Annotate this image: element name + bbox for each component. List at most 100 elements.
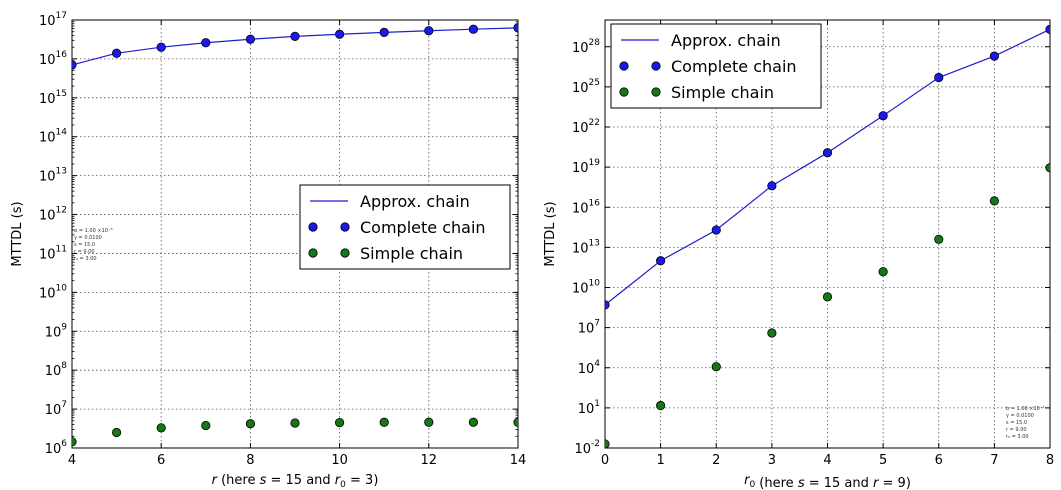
axes-frame — [71, 19, 519, 449]
x-tick-label: 5 — [879, 453, 887, 468]
y-tick-label: 108 — [45, 361, 68, 379]
point-simple — [989, 196, 999, 206]
legend-box — [299, 184, 511, 270]
point-simple — [334, 417, 345, 428]
legend-label: Complete chain — [671, 57, 797, 76]
y-tick-label: 104 — [578, 359, 601, 377]
point-complete — [822, 148, 833, 158]
y-tick-label: 109 — [45, 322, 68, 340]
point-complete — [379, 27, 389, 38]
x-tick-label: 8 — [246, 453, 254, 468]
point-complete — [1045, 24, 1050, 34]
legend-label: Simple chain — [360, 244, 463, 263]
legend-swatch — [619, 61, 629, 71]
y-tick-label: 1028 — [572, 38, 600, 56]
axes-frame — [604, 19, 1051, 449]
y-tick-label: 1010 — [39, 283, 67, 301]
x-tick-label: 12 — [421, 453, 438, 468]
point-complete — [290, 31, 300, 41]
x-tick-label: 1 — [656, 453, 664, 468]
legend: Approx. chain Complete chain Simple chain — [610, 23, 822, 109]
point-simple — [711, 362, 721, 372]
chart-panel-2: 0 1 2 3 4 5 6 7 8 10-2 101 104 107 1010 1013 1016 1019 10… — [543, 19, 1054, 490]
point-complete — [201, 38, 211, 48]
y-tick-label: 1022 — [572, 118, 600, 136]
point-complete — [156, 42, 166, 52]
x-tick-label: 7 — [990, 453, 998, 468]
point-complete — [711, 225, 721, 235]
point-simple — [72, 437, 77, 447]
point-complete — [112, 48, 122, 58]
y-tick-label: 107 — [578, 319, 600, 337]
x-axis-label: r0 (here s = 15 and r = 9) — [744, 473, 911, 490]
y-tick-label: 1010 — [572, 279, 600, 297]
point-simple — [468, 417, 478, 427]
y-tick-label: 1025 — [572, 78, 600, 96]
x-tick-label: 6 — [157, 453, 165, 468]
point-complete — [934, 72, 944, 83]
data-layer — [605, 24, 1050, 448]
x-tick-label: 4 — [68, 453, 76, 468]
y-tick-label: 1012 — [39, 206, 67, 224]
x-tick-label: 3 — [768, 453, 776, 468]
y-tick-label: 1015 — [39, 89, 67, 107]
y-tick-label: 1017 — [39, 11, 67, 29]
y-tick-label: 1014 — [39, 128, 67, 146]
legend-label: Complete chain — [360, 218, 486, 237]
point-simple — [201, 420, 211, 431]
x-tick-label: 6 — [935, 453, 943, 468]
y-tick-label: 1019 — [572, 158, 600, 176]
legend-swatch — [340, 222, 350, 232]
chart-panel-1: 4 6 8 10 12 141061071081091010101110121013101… — [10, 11, 526, 490]
point-complete — [513, 23, 518, 33]
x-axis-label: r (here s = 15 and r0 = 3) — [212, 473, 379, 490]
point-simple — [934, 234, 944, 244]
legend-swatch — [651, 61, 661, 71]
y-tick-label: 1013 — [572, 238, 600, 256]
point-simple — [379, 417, 389, 427]
y-tick-label: 106 — [45, 439, 68, 457]
legend-swatch — [308, 222, 318, 232]
y-tick-label: 10-2 — [574, 439, 600, 457]
legend-box — [610, 23, 822, 109]
y-tick-label: 1016 — [572, 198, 600, 216]
legend-swatch — [308, 248, 318, 258]
y-tick-label: 1013 — [39, 167, 67, 185]
x-tick-label: 0 — [601, 453, 609, 468]
point-complete — [605, 300, 610, 310]
point-simple — [290, 418, 300, 428]
point-complete — [656, 256, 666, 266]
point-simple — [767, 328, 777, 338]
y-axis-label: MTTDL (s) — [543, 201, 558, 266]
point-simple — [112, 427, 122, 438]
legend-label: Approx. chain — [671, 31, 781, 50]
point-complete — [72, 60, 77, 70]
point-simple — [822, 292, 833, 302]
point-simple — [1045, 163, 1050, 173]
parameter-annotation: b = 1.00 ×10⁻³ γ = 0.0100 s = 15.0 r = 9.00… — [1006, 406, 1044, 440]
point-complete — [878, 111, 888, 121]
y-tick-label: 101 — [578, 399, 600, 417]
x-tick-label: 14 — [510, 453, 527, 468]
point-simple — [245, 419, 255, 429]
legend-swatch — [651, 87, 661, 97]
point-complete — [424, 26, 434, 36]
point-simple — [156, 423, 166, 433]
legend-label: Approx. chain — [360, 192, 470, 211]
point-complete — [767, 181, 777, 191]
legend: Approx. chain Complete chain Simple chain — [299, 184, 511, 270]
point-simple — [656, 400, 666, 411]
data-layer — [72, 23, 518, 447]
point-complete — [468, 24, 478, 34]
point-simple — [878, 267, 888, 277]
y-tick-label: 107 — [45, 400, 67, 418]
legend-swatch — [619, 87, 629, 97]
point-simple — [605, 439, 610, 448]
legend-label: Simple chain — [671, 83, 774, 102]
parameter-annotation: α = 1.00 ×10⁻³ γ = 0.0100 s = 15.0 r = 9.00… — [74, 228, 113, 262]
x-tick-label: 8 — [1046, 453, 1054, 468]
y-tick-label: 1011 — [39, 244, 67, 262]
x-tick-label: 10 — [331, 453, 348, 468]
y-axis-label: MTTDL (s) — [10, 201, 25, 266]
